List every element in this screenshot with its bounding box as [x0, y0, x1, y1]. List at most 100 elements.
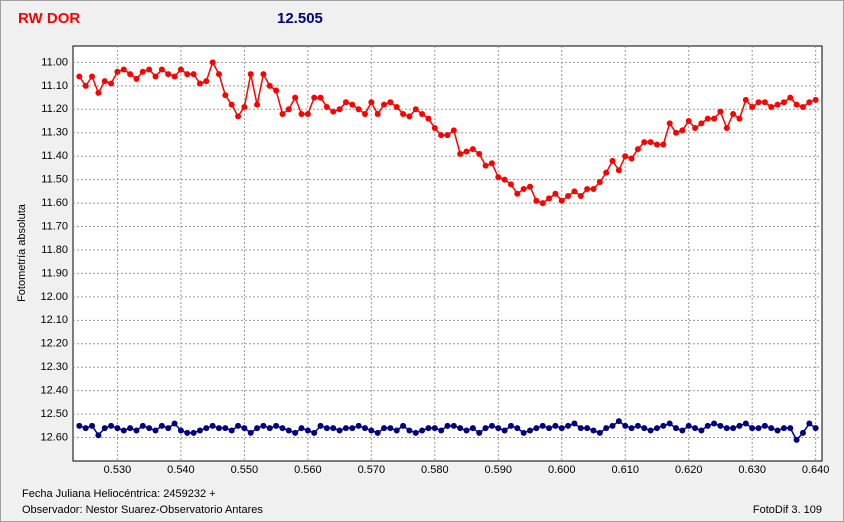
data-point: [660, 141, 667, 148]
data-point: [673, 425, 680, 432]
data-point: [533, 197, 540, 204]
data-point: [336, 427, 343, 434]
data-point: [520, 429, 527, 436]
y-axis-label: Fotometría absoluta: [16, 203, 28, 302]
data-point: [101, 78, 108, 85]
data-point: [711, 420, 718, 427]
data-point: [431, 425, 438, 432]
data-point: [273, 87, 280, 94]
data-point: [482, 162, 489, 169]
data-point: [622, 422, 629, 429]
data-point: [165, 425, 172, 432]
data-point: [565, 193, 572, 200]
data-point: [196, 80, 203, 87]
data-point: [336, 106, 343, 113]
data-point: [539, 200, 546, 207]
data-point: [666, 120, 673, 127]
data-point: [139, 68, 146, 75]
data-point: [114, 425, 121, 432]
data-point: [361, 110, 368, 117]
chart-subtitle: 12.505: [277, 10, 323, 27]
x-tick-label: 0.540: [167, 464, 195, 476]
data-point: [82, 82, 89, 89]
data-point: [311, 94, 318, 101]
data-point: [755, 425, 762, 432]
data-point: [634, 422, 641, 429]
data-point: [812, 425, 819, 432]
data-point: [546, 195, 553, 202]
data-point: [171, 73, 178, 80]
data-point: [381, 425, 388, 432]
data-point: [438, 427, 445, 434]
data-point: [660, 422, 667, 429]
data-point: [215, 71, 222, 78]
data-point: [653, 425, 660, 432]
data-point: [723, 125, 730, 132]
data-point: [711, 115, 718, 122]
data-point: [609, 422, 616, 429]
data-point: [349, 425, 356, 432]
data-point: [463, 148, 470, 155]
data-point: [342, 425, 349, 432]
data-point: [749, 425, 756, 432]
data-point: [190, 429, 197, 436]
data-point: [457, 150, 464, 157]
y-tick-label: 12.20: [40, 338, 68, 350]
data-point: [177, 66, 184, 73]
data-point: [152, 73, 159, 80]
data-point: [349, 101, 356, 108]
data-point: [171, 420, 178, 427]
data-point: [717, 422, 724, 429]
data-point: [177, 427, 184, 434]
data-point: [139, 422, 146, 429]
data-point: [571, 420, 578, 427]
x-tick-label: 0.580: [421, 464, 449, 476]
data-point: [406, 113, 413, 120]
data-point: [704, 422, 711, 429]
data-point: [742, 96, 749, 103]
data-point: [400, 110, 407, 117]
data-point: [89, 422, 96, 429]
data-point: [279, 425, 286, 432]
data-point: [387, 99, 394, 106]
data-point: [469, 146, 476, 153]
data-point: [158, 422, 165, 429]
data-point: [368, 427, 375, 434]
data-point: [787, 94, 794, 101]
data-point: [374, 429, 381, 436]
data-point: [279, 110, 286, 117]
data-point: [793, 436, 800, 443]
data-point: [419, 427, 426, 434]
data-point: [501, 176, 508, 183]
data-point: [514, 425, 521, 432]
data-point: [266, 425, 273, 432]
data-point: [203, 78, 210, 85]
data-point: [158, 66, 165, 73]
data-point: [381, 101, 388, 108]
data-point: [431, 125, 438, 132]
observer-note: Observador: Nestor Suarez-Observatorio A…: [22, 504, 263, 516]
data-point: [323, 425, 330, 432]
data-point: [622, 153, 629, 160]
data-point: [584, 186, 591, 193]
x-tick-label: 0.590: [485, 464, 513, 476]
data-point: [793, 101, 800, 108]
data-point: [577, 193, 584, 200]
data-point: [260, 71, 267, 78]
data-point: [114, 68, 121, 75]
data-point: [374, 110, 381, 117]
data-point: [444, 132, 451, 139]
data-point: [685, 422, 692, 429]
data-point: [330, 108, 337, 115]
data-point: [222, 425, 229, 432]
data-point: [628, 155, 635, 162]
data-point: [444, 422, 451, 429]
data-point: [488, 160, 495, 167]
data-point: [666, 420, 673, 427]
data-point: [292, 94, 299, 101]
y-tick-label: 11.80: [41, 244, 68, 256]
data-point: [425, 115, 432, 122]
data-point: [692, 125, 699, 132]
data-point: [679, 427, 686, 434]
y-tick-label: 12.50: [40, 408, 68, 420]
